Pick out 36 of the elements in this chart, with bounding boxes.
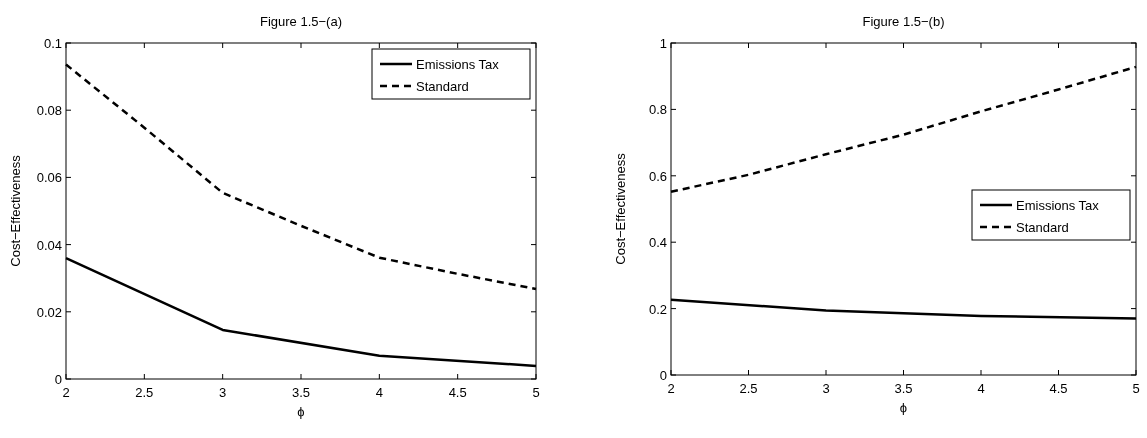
x-tick-label: 2: [62, 385, 70, 400]
legend-label: Standard: [1016, 220, 1069, 235]
chart-title: Figure 1.5−(b): [862, 14, 945, 29]
y-tick-label: 0.06: [36, 170, 62, 186]
x-tick-label: 4: [375, 385, 383, 400]
x-tick-label: 5: [532, 385, 540, 400]
x-tick-label: 4.5: [448, 385, 467, 400]
y-tick-label: 0.8: [648, 102, 667, 118]
x-axis-title: ϕ: [899, 400, 908, 415]
x-axis-title: ϕ: [297, 404, 305, 419]
y-tick-label: 0.1: [43, 36, 62, 51]
y-axis-title: Cost−Effectiveness: [8, 154, 23, 267]
x-tick-label: 4.5: [1049, 381, 1068, 396]
x-tick-label: 3.5: [291, 385, 311, 400]
y-tick-label: 0: [659, 368, 667, 383]
legend-label: Emissions Tax: [416, 57, 500, 72]
x-tick-label: 2.5: [135, 385, 154, 400]
x-tick-label: 4: [977, 381, 985, 396]
x-tick-label: 2: [667, 381, 675, 396]
legend-label: Emissions Tax: [1016, 198, 1100, 213]
x-tick-label: 5: [1132, 381, 1140, 396]
x-tick-label: 3: [822, 381, 830, 396]
chart-title: Figure 1.5−(a): [259, 14, 343, 29]
x-tick-label: 3.5: [894, 381, 913, 396]
y-tick-label: 0.08: [36, 103, 62, 119]
y-tick-label: 0.2: [648, 301, 667, 317]
y-tick-label: 0: [54, 372, 62, 387]
y-axis-title: Cost−Effectiveness: [613, 152, 628, 265]
x-tick-label: 2.5: [739, 381, 758, 396]
y-tick-label: 0.04: [36, 237, 62, 253]
x-tick-label: 3: [219, 385, 227, 400]
y-tick-label: 0.6: [648, 168, 667, 184]
legend-label: Standard: [416, 79, 469, 94]
y-tick-label: 0.02: [36, 304, 62, 320]
y-tick-label: 0.4: [648, 235, 667, 251]
y-tick-label: 1: [659, 36, 667, 51]
